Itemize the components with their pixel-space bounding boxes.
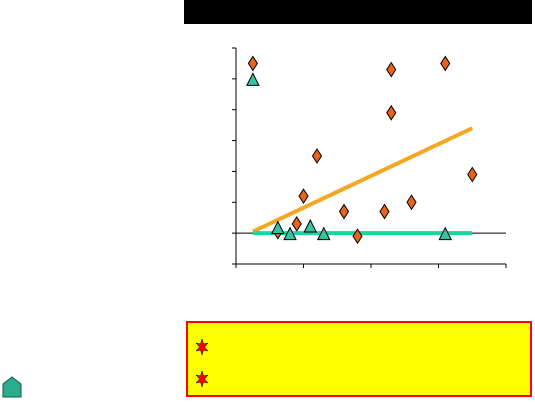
triangle-point: [316, 226, 331, 241]
diamond-point: [440, 55, 451, 72]
diamond-point: [406, 194, 417, 211]
diamond-point: [298, 188, 309, 205]
triangle-point: [303, 218, 318, 233]
diamond-point: [311, 148, 323, 164]
diamond-point: [352, 228, 363, 245]
diamond-point: [386, 61, 397, 78]
slide-title-bar: [184, 0, 532, 24]
trend-lines: [252, 126, 474, 236]
diamond-point: [467, 166, 478, 183]
diamond-point: [247, 55, 258, 72]
diamond-point: [291, 215, 302, 232]
trend-line-1: [252, 126, 474, 234]
diamond-point: [338, 203, 350, 220]
data-points: [246, 55, 478, 245]
triangle-point: [438, 226, 453, 241]
triangle-point: [283, 226, 297, 241]
triangle-point: [271, 220, 285, 235]
home-button[interactable]: [2, 376, 22, 398]
diamond-point: [379, 203, 390, 220]
starburst-bullet-icon: [196, 339, 208, 355]
callout-box: [186, 321, 532, 397]
starburst-bullet-icon: [196, 371, 208, 387]
diamond-point: [386, 104, 397, 121]
triangle-point: [246, 72, 260, 86]
home-icon: [2, 376, 22, 398]
